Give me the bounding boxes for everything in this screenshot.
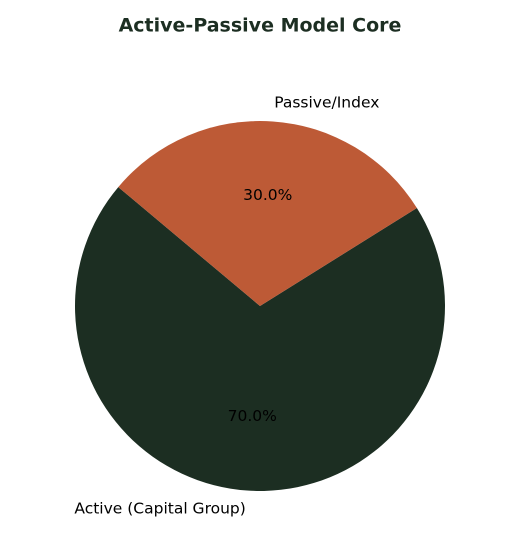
pie-slice — [118, 120, 417, 307]
value-label: 30.0% — [243, 186, 292, 204]
value-label: 70.0% — [228, 407, 277, 425]
pie-slice — [74, 187, 445, 491]
slice-label: Active (Capital Group) — [74, 500, 245, 518]
slice-label: Passive/Index — [274, 93, 379, 111]
chart-title: Active-Passive Model Core — [119, 15, 402, 37]
